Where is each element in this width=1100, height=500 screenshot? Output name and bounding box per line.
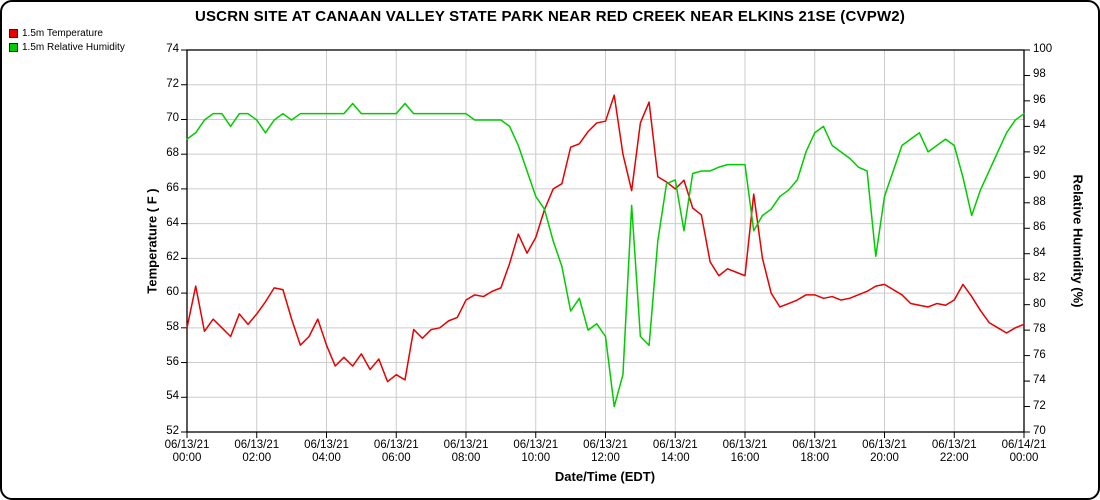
left-axis-label: Temperature ( F ) [144,188,160,294]
right-axis-label: Relative Humidity (%) [1070,174,1086,308]
humidity-series-line [186,102,1025,408]
legend-label-humidity: 1.5m Relative Humidity [22,42,125,53]
legend-item-temperature: 1.5m Temperature [9,28,125,39]
legend-item-humidity: 1.5m Relative Humidity [9,42,125,53]
temperature-series-line [186,94,1025,383]
temperature-series-swatch [9,29,18,38]
legend: 1.5m Temperature 1.5m Relative Humidity [9,28,125,56]
chart-title: USCRN SITE AT CANAAN VALLEY STATE PARK N… [194,8,906,25]
humidity-series-swatch [9,43,18,52]
x-axis-label: Date/Time (EDT) [554,469,656,484]
legend-label-temperature: 1.5m Temperature [22,28,103,39]
